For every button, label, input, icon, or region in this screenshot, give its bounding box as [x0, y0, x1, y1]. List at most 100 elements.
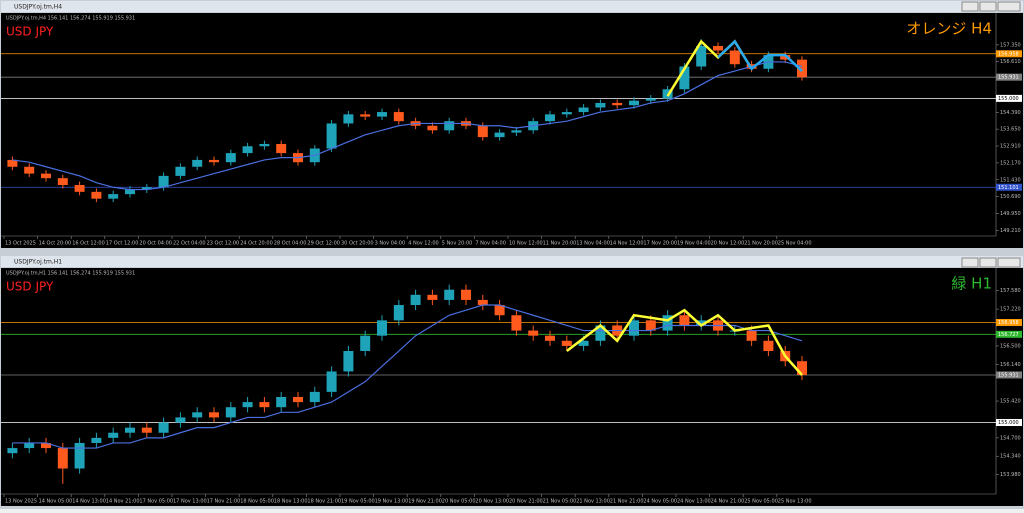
- candle-body: [645, 320, 656, 331]
- candle-body: [477, 299, 488, 306]
- x-tick-label: 19 Nov 05:00: [341, 499, 375, 505]
- candle-body: [276, 143, 287, 154]
- x-tick-label: 13 Nov 2025: [5, 499, 37, 505]
- x-tick-label: 10 Nov 12:00: [509, 241, 543, 247]
- x-tick-label: 29 Oct 12:00: [307, 241, 340, 247]
- candle-body: [91, 437, 102, 443]
- minimize[interactable]: [961, 257, 979, 268]
- x-tick-label: 19 Nov 21:00: [408, 499, 442, 505]
- y-tick-label: 153.980: [1000, 472, 1021, 478]
- candle-body: [158, 422, 169, 433]
- candle-body: [461, 289, 471, 300]
- x-tick-label: 11 Nov 20:00: [543, 241, 577, 247]
- candle-body: [259, 143, 270, 147]
- price-tag-label: 155.000: [998, 96, 1019, 102]
- corner-label: 緑 H1: [951, 275, 992, 293]
- candle-body: [242, 402, 253, 408]
- x-tick-label: 23 Oct 12:00: [207, 241, 240, 247]
- y-tick-label: 157.220: [1000, 307, 1021, 313]
- maximize[interactable]: [979, 257, 997, 268]
- x-tick-label: 19 Nov 04:00: [677, 241, 711, 247]
- candle-body: [578, 107, 589, 113]
- x-tick-label: 7 Nov 04:00: [475, 241, 506, 247]
- price-tag: [996, 419, 1022, 427]
- x-tick-label: 20 Nov 21:00: [509, 499, 543, 505]
- candle-body: [309, 391, 320, 403]
- x-tick-label: 17 Nov 05:00: [139, 499, 173, 505]
- x-tick-label: 24 Nov 21:00: [711, 499, 745, 505]
- candle-body: [629, 320, 639, 336]
- window-title: USDJPY.oj.tm,H1: [14, 259, 62, 266]
- y-tick-label: 156.140: [1000, 362, 1021, 368]
- price-tag-label: 155.931: [998, 372, 1019, 378]
- candle-body: [511, 315, 522, 331]
- candle-body: [343, 351, 354, 372]
- y-tick-label: 154.390: [1000, 110, 1021, 116]
- x-tick-label: 30 Oct 20:00: [341, 241, 374, 247]
- x-tick-label: 18 Nov 21:00: [307, 499, 341, 505]
- candle-body: [141, 427, 152, 433]
- candle-body: [125, 427, 135, 433]
- candle-body: [578, 340, 589, 346]
- minimize[interactable]: [961, 1, 979, 12]
- candle-body: [645, 98, 656, 101]
- candle-body: [410, 294, 421, 306]
- x-tick-label: 24 Nov 13:00: [677, 499, 711, 505]
- price-tag-label: 155.931: [998, 75, 1019, 81]
- candle-body: [259, 402, 270, 408]
- moving-average: [12, 61, 803, 191]
- price-tag: [996, 94, 1022, 102]
- candle-body: [511, 130, 522, 133]
- candle-body: [192, 412, 203, 418]
- x-tick-label: 18 Nov 05:00: [240, 499, 274, 505]
- candle-body: [561, 340, 572, 346]
- y-tick-label: 154.340: [1000, 454, 1021, 460]
- y-tick-label: 157.580: [1000, 288, 1021, 294]
- candle-body: [24, 442, 35, 449]
- candle-body: [713, 45, 723, 51]
- pattern-line: [566, 308, 803, 376]
- x-tick-label: 13 Nov 04:00: [576, 241, 610, 247]
- candle-body: [141, 187, 152, 190]
- y-tick-label: 152.910: [1000, 144, 1021, 150]
- y-tick-label: 157.350: [1000, 42, 1021, 48]
- y-tick-label: 152.170: [1000, 160, 1021, 166]
- x-tick-label: 14 Nov 05:00: [39, 499, 73, 505]
- price-tag-label: 156.958: [998, 51, 1019, 57]
- candle-body: [797, 59, 807, 78]
- price-tag-label: 155.000: [998, 420, 1019, 426]
- x-tick-label: 25 Nov 13:00: [778, 499, 812, 505]
- x-tick-label: 21 Nov 20:00: [744, 241, 778, 247]
- candle-body: [360, 335, 371, 352]
- close[interactable]: [997, 257, 1021, 268]
- chart-area: [1, 268, 1023, 506]
- candle-body: [158, 175, 169, 188]
- candle-body: [242, 146, 253, 154]
- candle-body: [175, 417, 186, 423]
- moving-average: [12, 304, 803, 449]
- candle-body: [41, 173, 51, 179]
- x-tick-label: 21 Nov 05:00: [543, 499, 577, 505]
- x-tick-label: 28 Oct 04:00: [274, 241, 307, 247]
- candle-body: [679, 315, 690, 326]
- candle-body: [679, 66, 690, 90]
- symbol-label: USD JPY: [6, 280, 54, 294]
- candle-body: [696, 45, 707, 67]
- candle-body: [545, 335, 555, 341]
- candle-body: [494, 132, 505, 138]
- maximize[interactable]: [979, 1, 997, 12]
- candle-body: [209, 159, 219, 163]
- chart-header: USDJPY.oj.tm,H1 156.141 156.274 155.919 …: [6, 271, 135, 277]
- candle-body: [629, 100, 639, 106]
- price-tag: [996, 371, 1022, 379]
- x-tick-label: 20 Oct 04:00: [139, 241, 172, 247]
- window-buttons: [961, 1, 1021, 268]
- x-tick-label: 14 Nov 21:00: [106, 499, 140, 505]
- candle-body: [276, 396, 287, 408]
- candle-body: [561, 112, 572, 115]
- y-tick-label: 154.700: [1000, 435, 1021, 441]
- candle-body: [343, 114, 354, 124]
- close[interactable]: [997, 1, 1021, 12]
- y-tick-label: 153.650: [1000, 127, 1021, 133]
